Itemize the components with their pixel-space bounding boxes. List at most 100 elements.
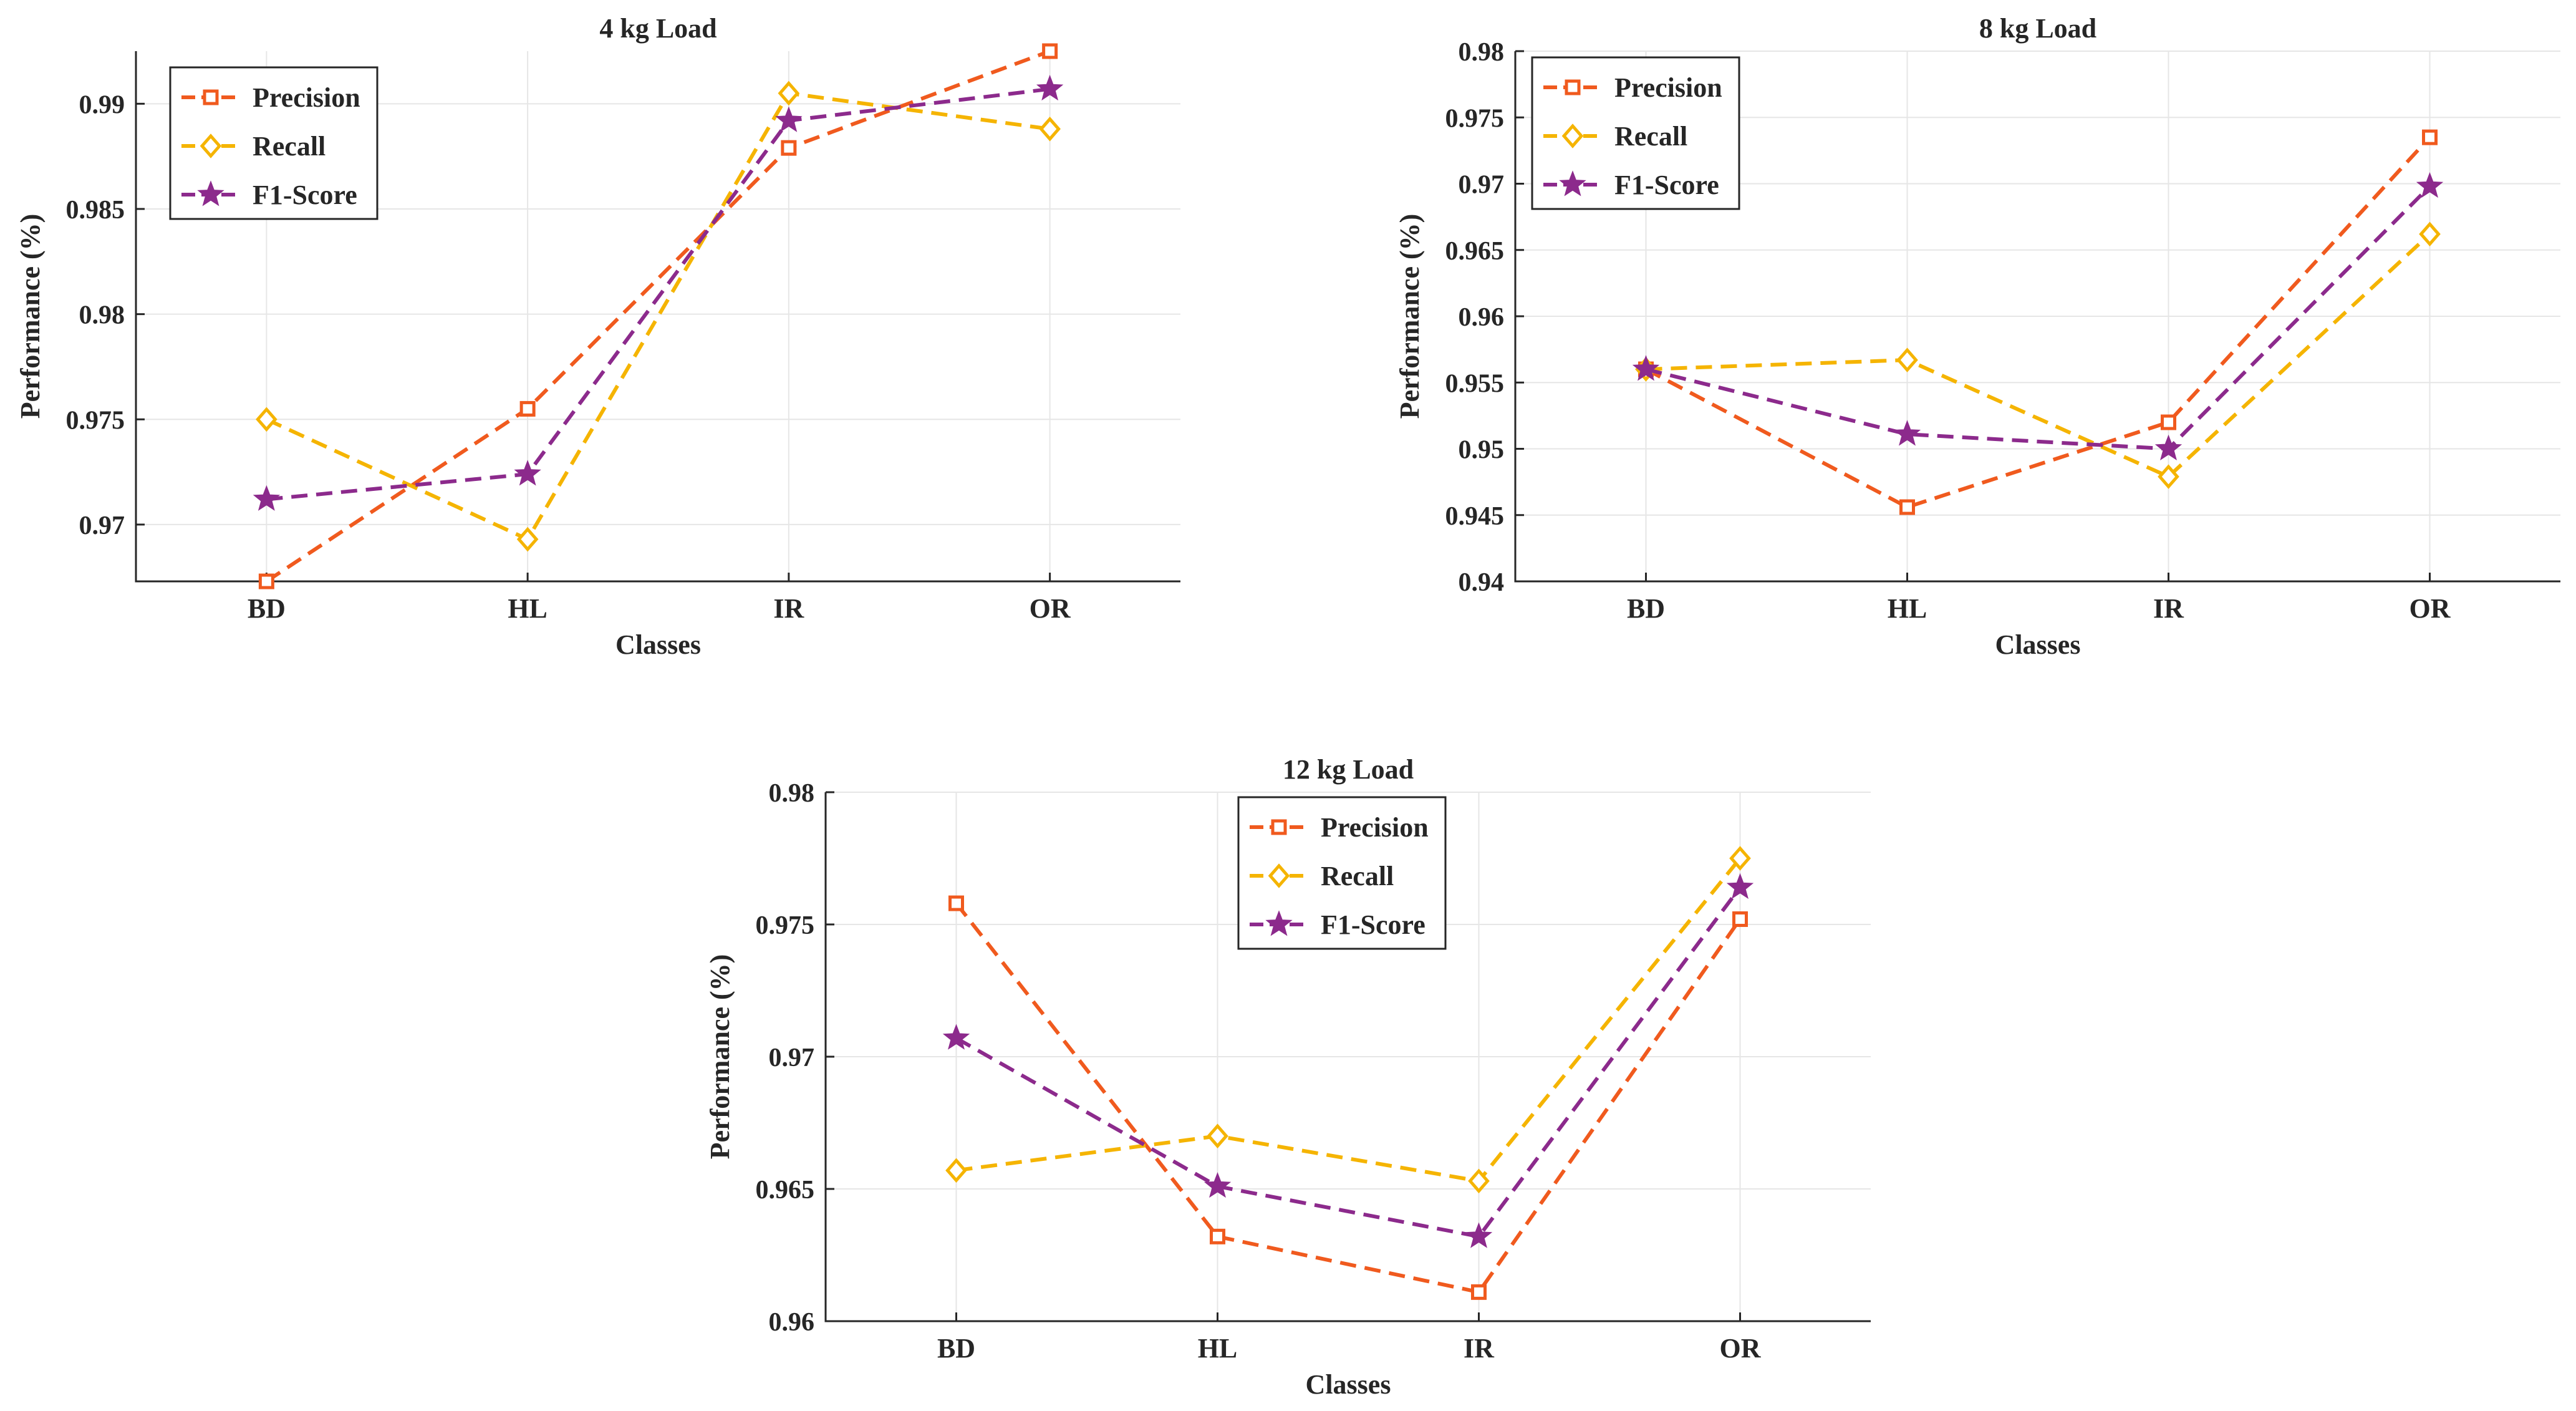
legend-label-recall: Recall bbox=[1321, 861, 1394, 891]
data-point-recall bbox=[2158, 464, 2179, 489]
x-axis-label: Classes bbox=[615, 629, 701, 660]
data-point-recall bbox=[945, 1158, 967, 1183]
x-tick-label-ir: IR bbox=[2153, 593, 2184, 624]
y-tick-label: 0.985 bbox=[66, 196, 125, 225]
data-point-precision bbox=[1899, 499, 1915, 515]
legend-marker-recall bbox=[1561, 124, 1584, 148]
data-point-f1-score bbox=[2416, 172, 2444, 198]
x-axis-label: Classes bbox=[1995, 629, 2081, 660]
y-tick-label: 0.94 bbox=[1459, 568, 1505, 597]
series-line-f1-score bbox=[955, 886, 1742, 1239]
series-line-recall bbox=[956, 857, 1742, 1183]
y-tick-label: 0.965 bbox=[756, 1176, 815, 1205]
data-point-precision bbox=[1732, 911, 1748, 928]
legend-marker-precision bbox=[1565, 79, 1581, 95]
data-point-recall bbox=[1039, 117, 1061, 142]
data-point-precision bbox=[781, 140, 797, 156]
x-tick-label-or: OR bbox=[2410, 593, 2451, 624]
legend-label-precision: Precision bbox=[253, 82, 360, 113]
y-tick-label: 0.98 bbox=[769, 779, 815, 808]
chart-panel-1: 0.97 0.975 0.98 0.985 0.99 BD HL IR OR 4 kg Load C… bbox=[15, 13, 1180, 660]
data-point-recall bbox=[1729, 846, 1751, 871]
y-tick-label: 0.975 bbox=[756, 911, 815, 940]
x-tick-label-or: OR bbox=[1030, 593, 1071, 624]
y-tick-label: 0.975 bbox=[66, 406, 125, 435]
legend-label-recall: Recall bbox=[253, 131, 326, 162]
data-point-f1-score bbox=[1036, 74, 1064, 101]
data-point-f1-score bbox=[2154, 434, 2183, 460]
y-tick-label: 0.945 bbox=[1445, 502, 1505, 531]
data-point-f1-score bbox=[253, 485, 281, 511]
legend-label-recall: Recall bbox=[1614, 121, 1687, 152]
data-point-recall bbox=[516, 526, 539, 552]
data-point-precision bbox=[1471, 1284, 1487, 1300]
x-tick-label-hl: HL bbox=[508, 593, 548, 624]
data-point-precision bbox=[948, 895, 964, 911]
legend-marker-precision bbox=[203, 89, 219, 105]
series-line-precision bbox=[955, 902, 1742, 1294]
chart-legend: Precision Recall F1-Score bbox=[169, 66, 379, 220]
y-tick-label: 0.975 bbox=[1445, 104, 1505, 133]
data-point-f1-score bbox=[514, 460, 541, 486]
data-point-recall bbox=[1207, 1123, 1228, 1148]
y-tick-label: 0.965 bbox=[1445, 237, 1505, 266]
data-point-recall bbox=[1468, 1168, 1490, 1194]
data-point-recall bbox=[1896, 347, 1918, 372]
y-tick-label: 0.95 bbox=[1459, 436, 1505, 465]
data-point-precision bbox=[519, 400, 536, 417]
series-line-precision bbox=[265, 49, 1051, 583]
chart-title: 12 kg Load bbox=[1283, 754, 1414, 785]
y-axis-label: Performance (%) bbox=[705, 954, 735, 1160]
y-tick-label: 0.955 bbox=[1445, 369, 1505, 398]
x-tick-label-hl: HL bbox=[1888, 593, 1927, 624]
y-tick-label: 0.97 bbox=[1459, 171, 1505, 200]
data-point-precision bbox=[1210, 1228, 1225, 1244]
data-point-recall bbox=[778, 80, 800, 106]
chart-panel-2: 0.94 0.945 0.95 0.955 0.96 0.965 0.97 0.975 0.98… bbox=[1394, 13, 2560, 660]
legend-marker-recall bbox=[1268, 863, 1290, 888]
legend-marker-f1-score bbox=[1559, 170, 1586, 196]
series-line-f1-score bbox=[1645, 185, 2431, 451]
data-point-f1-score bbox=[1465, 1222, 1493, 1248]
axes-frame bbox=[135, 51, 1180, 583]
series-line-recall bbox=[1646, 233, 2431, 479]
x-axis-label: Classes bbox=[1306, 1369, 1391, 1400]
y-tick-label: 0.99 bbox=[79, 90, 125, 119]
chart-legend: Precision Recall F1-Score bbox=[1531, 56, 1740, 210]
data-point-precision bbox=[2161, 414, 2176, 430]
y-tick-label: 0.97 bbox=[79, 512, 125, 540]
legend-label-f1-score: F1-Score bbox=[1614, 170, 1719, 200]
data-point-f1-score bbox=[775, 106, 803, 132]
data-point-precision bbox=[2422, 129, 2438, 145]
data-point-recall bbox=[256, 407, 277, 432]
y-tick-label: 0.96 bbox=[769, 1308, 815, 1337]
x-tick-label-ir: IR bbox=[773, 593, 804, 624]
chart-legend: Precision Recall F1-Score bbox=[1237, 796, 1447, 950]
legend-marker-recall bbox=[200, 133, 222, 158]
chart-title: 4 kg Load bbox=[599, 13, 716, 44]
series-line-f1-score bbox=[266, 87, 1050, 502]
data-point-f1-score bbox=[1726, 873, 1754, 899]
data-point-f1-score bbox=[1204, 1171, 1232, 1198]
legend-label-precision: Precision bbox=[1614, 72, 1722, 103]
y-tick-label: 0.96 bbox=[1459, 303, 1505, 332]
legend-marker-f1-score bbox=[197, 180, 224, 206]
x-tick-label-hl: HL bbox=[1198, 1333, 1238, 1364]
legend-marker-precision bbox=[1271, 819, 1287, 835]
chart-title: 8 kg Load bbox=[1979, 13, 2096, 44]
x-tick-label-bd: BD bbox=[248, 593, 286, 624]
data-point-f1-score bbox=[942, 1024, 970, 1050]
y-axis-label: Performance (%) bbox=[15, 214, 46, 419]
data-point-precision bbox=[1042, 43, 1058, 59]
y-tick-label: 0.98 bbox=[79, 301, 125, 330]
series-line-recall bbox=[266, 91, 1051, 542]
legend-marker-f1-score bbox=[1265, 910, 1293, 936]
x-tick-label-bd: BD bbox=[937, 1333, 975, 1364]
x-tick-label-bd: BD bbox=[1627, 593, 1665, 624]
series-line-precision bbox=[1645, 136, 2431, 510]
data-point-recall bbox=[2419, 221, 2441, 247]
legend-label-f1-score: F1-Score bbox=[253, 180, 357, 210]
chart-panel-3: 0.96 0.965 0.97 0.975 0.98 BD HL IR OR 12 kg Load… bbox=[705, 754, 1871, 1400]
